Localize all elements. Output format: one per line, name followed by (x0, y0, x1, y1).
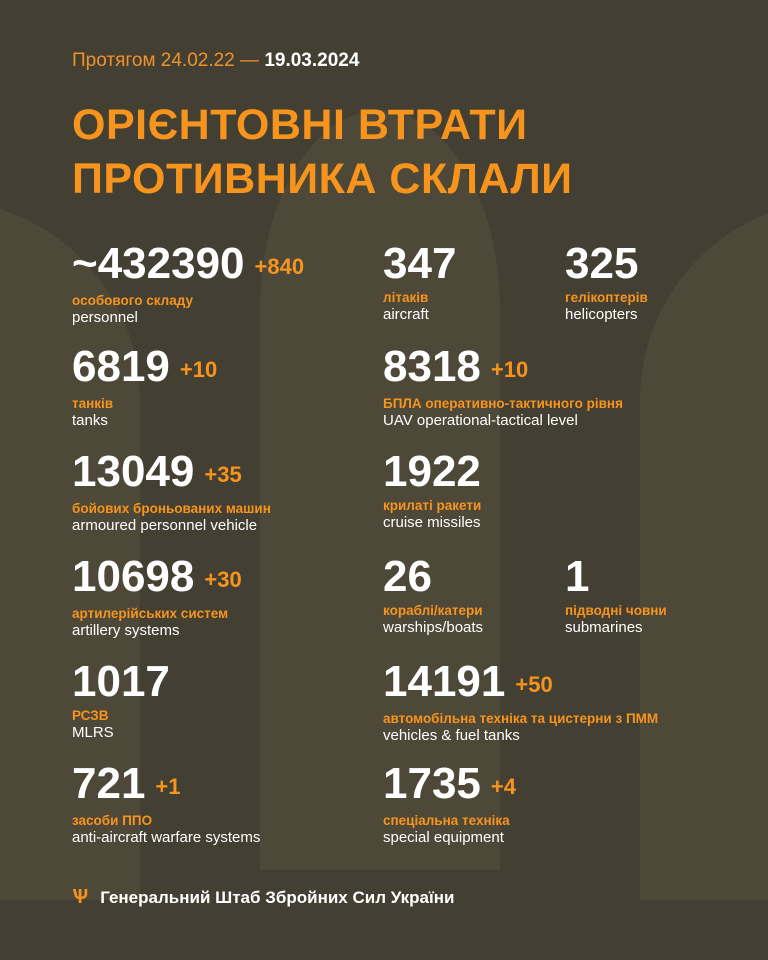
stat-value: ~432390 +840 (72, 239, 305, 288)
stat-label-ua: особового складу (72, 293, 193, 308)
stat-label-en: armoured personnel vehicle (72, 517, 258, 534)
stat-label-en: warships/boats (383, 619, 484, 636)
stat-item: 13049 +35 бойових броньованих машин armou… (72, 447, 271, 535)
stat-label-en: tanks (72, 412, 108, 429)
stat-item: 325 гелікоптерів helicopters (565, 239, 648, 324)
stat-value: 8318 +10 (383, 342, 529, 391)
stat-label-en: helicopters (565, 306, 638, 323)
stat-item: 1 підводні човни submarines (565, 552, 667, 637)
background-shape-center (260, 110, 500, 870)
stat-value: 1922 (383, 447, 481, 496)
stat-delta: +840 (254, 254, 305, 279)
stat-item: 10698 +30 артилерійських систем artillery… (72, 552, 242, 640)
stat-value: 347 (383, 239, 457, 288)
stat-label-ua: засоби ППО (72, 813, 153, 828)
stat-label-ua: танків (72, 396, 114, 411)
stat-label-en: cruise missiles (383, 514, 481, 531)
tryzub-icon: Ѱ (72, 886, 89, 908)
stat-value: 13049 +35 (72, 447, 242, 496)
stat-label-ua: артилерійських систем (72, 606, 229, 621)
stat-delta: +50 (515, 672, 553, 697)
stat-label-ua: автомобільна техніка та цистерни з ПММ (383, 711, 659, 726)
stat-label-en: anti-aircraft warfare systems (72, 829, 261, 846)
stat-item: 6819 +10 танків tanks (72, 342, 218, 430)
stat-item: 347 літаків aircraft (383, 239, 457, 324)
stat-label-en: MLRS (72, 724, 114, 741)
stat-delta: +4 (490, 774, 516, 799)
stat-label-en: personnel (72, 309, 138, 326)
stat-item: ~432390 +840 особового складу personnel (72, 239, 305, 327)
stat-label-ua: БПЛА оперативно-тактичного рівня (383, 396, 623, 411)
footer-text: Генеральний Штаб Збройних Сил України (100, 887, 455, 907)
stat-value: 1017 (72, 657, 170, 706)
stat-item: 14191 +50 автомобільна техніка та цистерн… (383, 657, 659, 745)
stat-item: 26 кораблі/катери warships/boats (383, 552, 484, 637)
stat-label-en: UAV operational-tactical level (383, 412, 578, 429)
stat-label-ua: гелікоптерів (565, 290, 648, 305)
stat-label-en: submarines (565, 619, 643, 636)
stat-label-ua: кораблі/катери (383, 603, 483, 618)
background-shape-right (640, 200, 768, 900)
stat-value: 1 (565, 552, 590, 601)
stat-item: 8318 +10 БПЛА оперативно-тактичного рівня… (383, 342, 623, 430)
stat-value: 325 (565, 239, 639, 288)
stat-value: 721 +1 (72, 759, 181, 808)
stat-item: 1735 +4 спеціальна техніка special equipm… (383, 759, 516, 847)
stat-delta: +10 (490, 357, 529, 382)
stat-delta: +35 (204, 462, 242, 487)
stat-label-en: aircraft (383, 306, 429, 323)
stat-label-ua: крилаті ракети (383, 498, 482, 513)
stat-label-en: vehicles & fuel tanks (383, 727, 520, 744)
stat-value: 6819 +10 (72, 342, 218, 391)
stat-label-ua: підводні човни (565, 603, 667, 618)
background-shape-left (0, 200, 140, 900)
stat-item: 1017 РСЗВ MLRS (72, 657, 170, 742)
stat-value: 10698 +30 (72, 552, 242, 601)
stat-label-en: special equipment (383, 829, 504, 846)
stat-value: 14191 +50 (383, 657, 553, 706)
stat-label-ua: бойових броньованих машин (72, 501, 271, 516)
stat-value: 1735 +4 (383, 759, 516, 808)
stat-delta: +10 (179, 357, 218, 382)
stat-label-ua: спеціальна техніка (383, 813, 510, 828)
stat-delta: +1 (155, 774, 181, 799)
stat-label-en: artillery systems (72, 622, 180, 639)
stat-item: 721 +1 засоби ППО anti-aircraft warfare s… (72, 759, 261, 847)
period: Протягом 24.02.22 — 19.03.2024 (72, 50, 360, 71)
footer: Ѱ Генеральний Штаб Збройних Сил України (72, 886, 455, 909)
stat-item: 1922 крилаті ракети cruise missiles (383, 447, 482, 532)
stat-label-ua: РСЗВ (72, 708, 109, 723)
stat-label-ua: літаків (383, 290, 429, 305)
stat-delta: +30 (204, 567, 242, 592)
stat-value: 26 (383, 552, 432, 601)
page-title: ОРІЄНТОВНІ ВТРАТИ ПРОТИВНИКА СКЛАЛИ (72, 101, 573, 203)
